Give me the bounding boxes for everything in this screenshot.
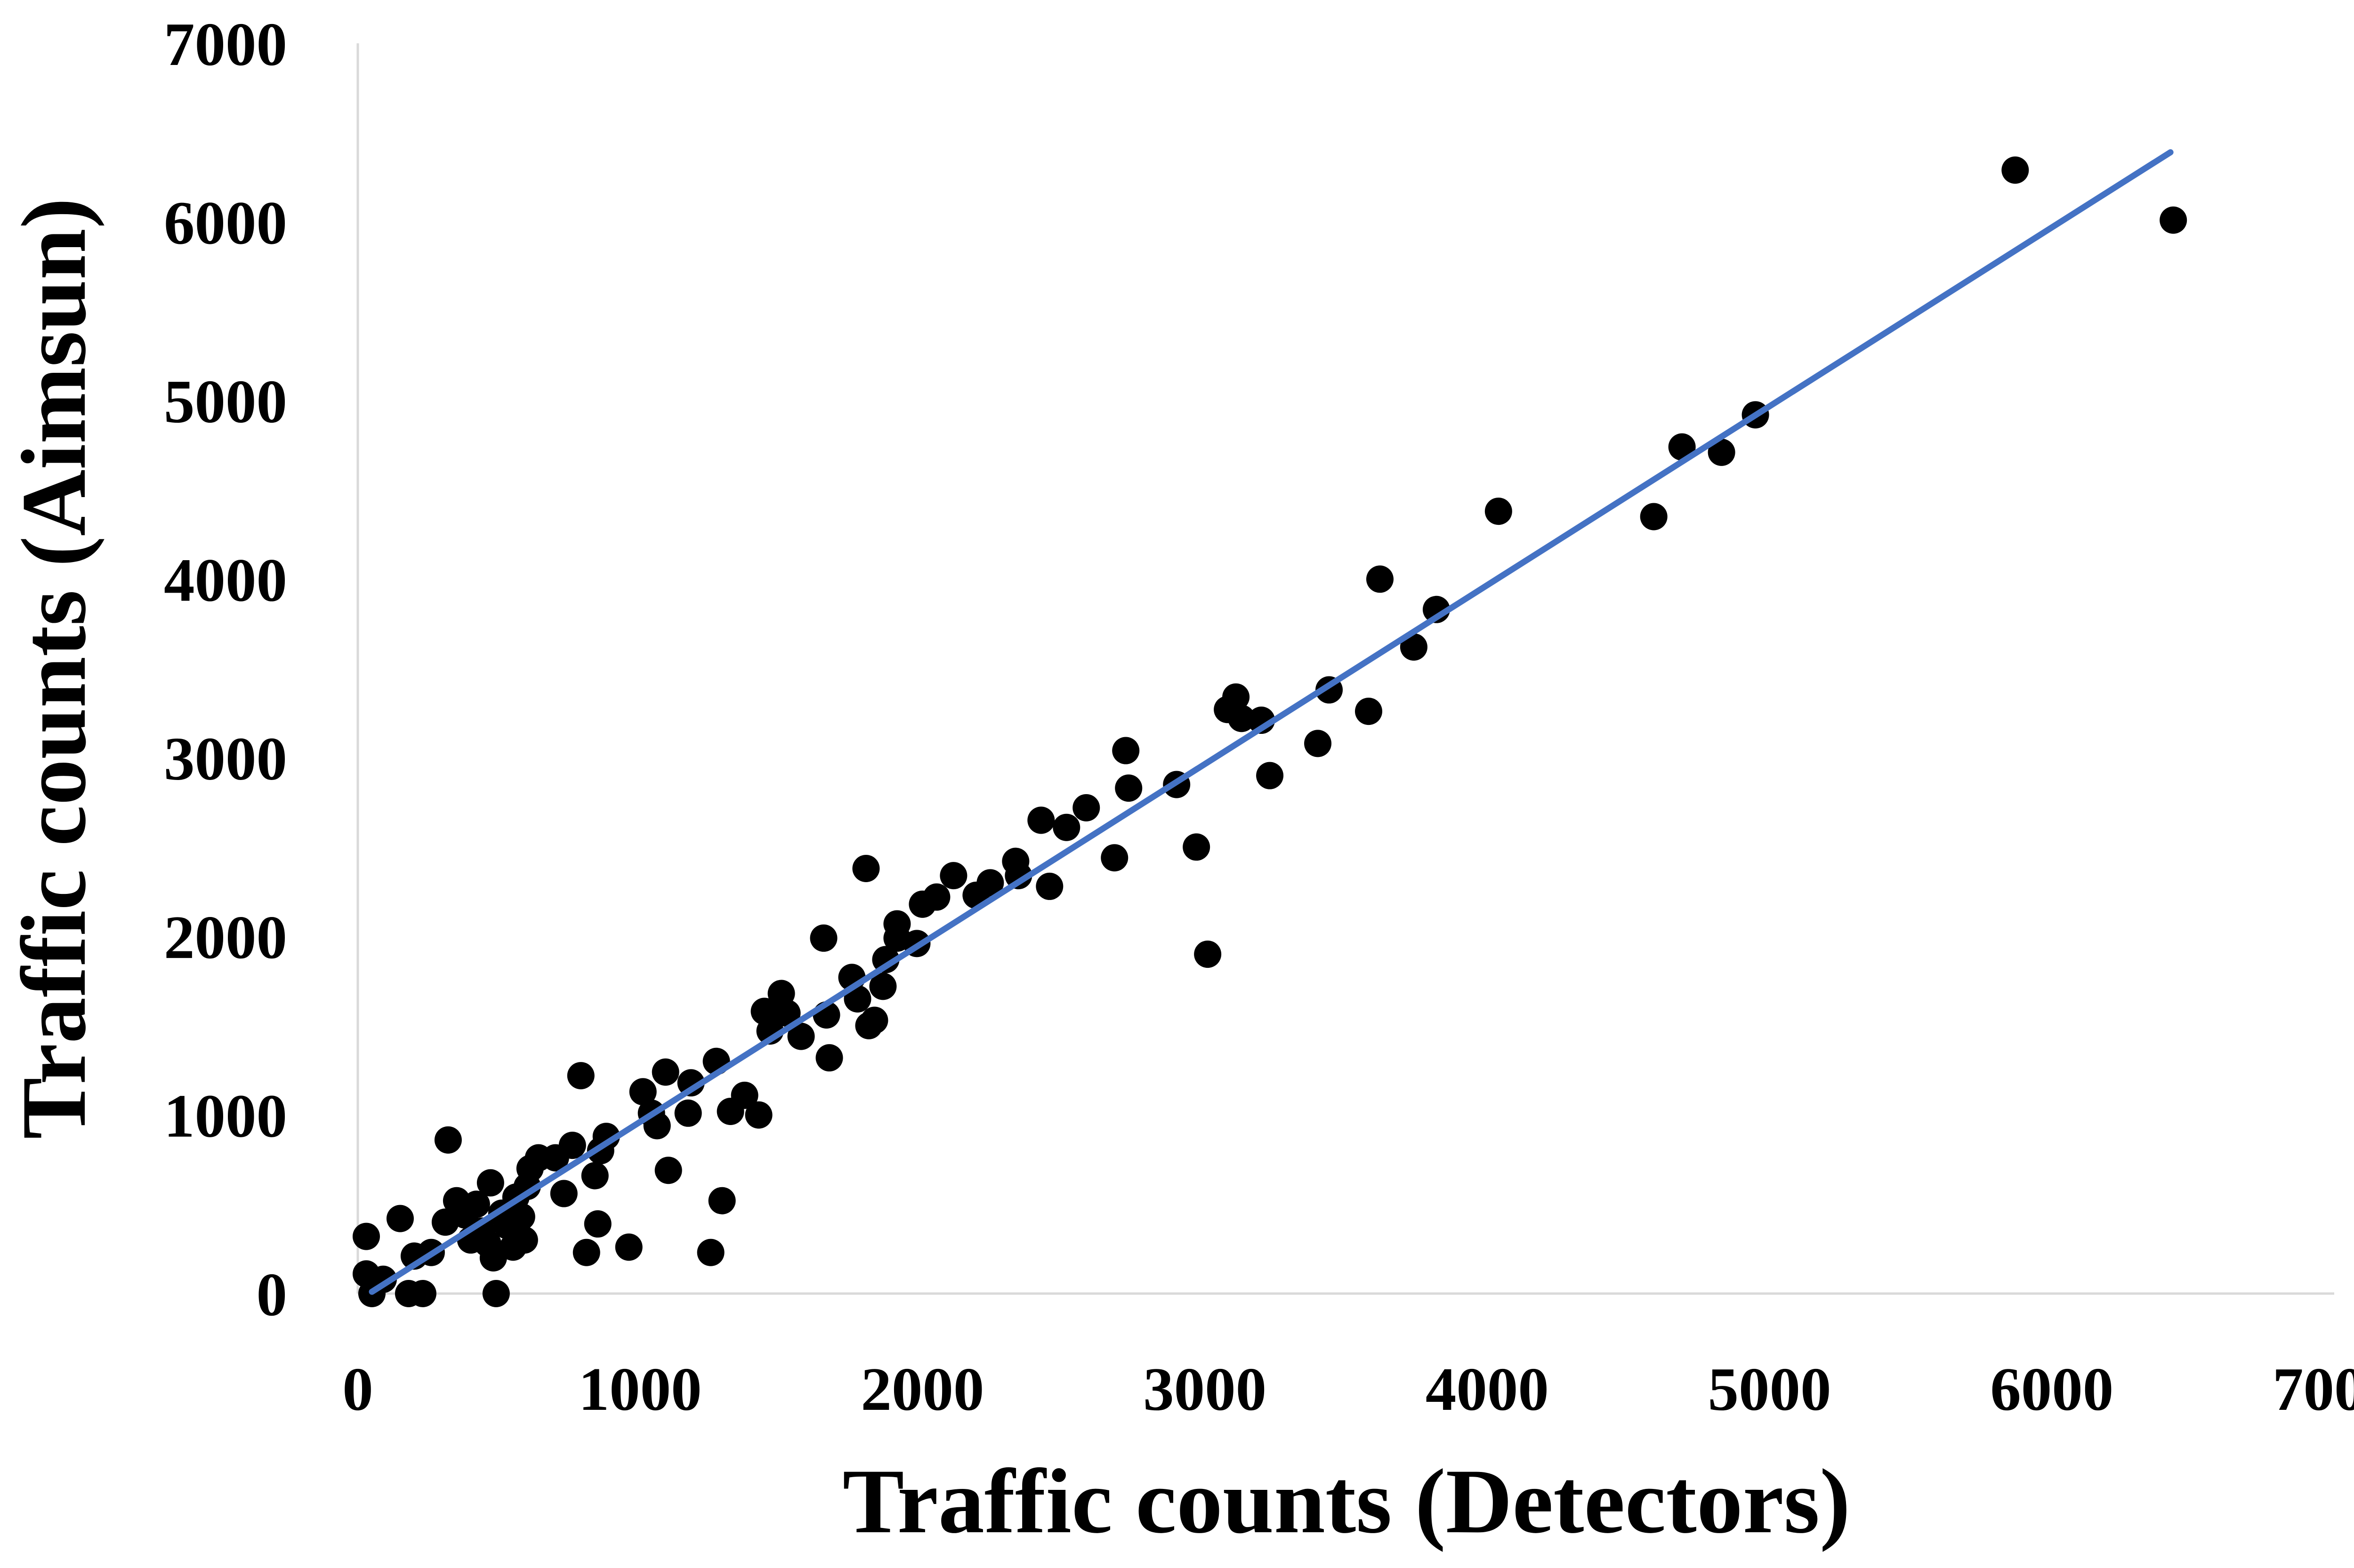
y-tick-label: 2000 [164,903,287,972]
data-point [1005,862,1032,890]
data-point [1256,762,1284,789]
data-points [352,156,2187,1307]
x-tick-label: 6000 [1990,1355,2113,1423]
data-point [872,946,900,973]
data-point [708,1187,736,1214]
y-tick-label: 1000 [164,1082,287,1150]
data-point [1304,730,1332,757]
x-tick-label: 2000 [861,1355,984,1423]
data-point [1354,698,1382,725]
data-point [883,910,911,938]
data-point [508,1203,535,1230]
trendline-layer [369,149,2174,1295]
data-point [629,1078,657,1106]
data-point [815,1044,843,1072]
data-point [476,1169,504,1197]
data-point [787,1022,815,1050]
y-tick-label: 0 [257,1261,288,1329]
data-point [352,1222,380,1250]
data-point [1112,737,1140,764]
data-point [745,1101,773,1129]
data-point [1228,705,1256,732]
data-point [550,1180,578,1207]
y-axis-title: Traffic counts (Aimsun) [3,198,105,1139]
data-point [510,1226,538,1254]
data-point [409,1280,436,1307]
data-point [2160,206,2187,234]
data-point [976,869,1004,897]
data-point [869,973,897,1000]
x-tick-label: 1000 [579,1355,702,1423]
data-point [1668,433,1696,461]
trendline [369,149,2174,1295]
data-point [773,999,801,1027]
data-point [584,1210,612,1238]
y-tick-label: 6000 [164,189,287,257]
data-point [1036,872,1064,900]
y-tick-labels: 0 1000 2000 3000 4000 5000 6000 7000 [164,10,287,1329]
data-point [1484,498,1512,525]
data-point [1072,794,1100,821]
data-point [615,1233,643,1261]
data-point [1027,806,1055,834]
data-point [1183,833,1210,861]
y-tick-label: 3000 [164,725,287,793]
y-tick-label: 5000 [164,368,287,436]
data-point [654,1157,682,1184]
data-point [572,1238,600,1266]
data-point [1366,565,1394,593]
data-point [1222,683,1250,711]
data-point [674,1099,702,1127]
data-point [677,1069,705,1097]
data-point [940,862,967,890]
data-point [2001,156,2029,184]
data-point [1640,503,1668,531]
data-point [567,1062,595,1090]
data-point [1708,438,1735,466]
data-point [861,1006,888,1034]
data-point [581,1162,609,1190]
data-point [1400,633,1427,661]
data-point [482,1280,510,1307]
data-point [434,1126,462,1154]
data-point [1101,844,1129,872]
x-axis-title: Traffic counts (Detectors) [843,1450,1851,1552]
data-point [652,1058,679,1086]
x-tick-label: 4000 [1426,1355,1549,1423]
data-point [592,1123,620,1150]
data-point [810,924,838,952]
data-point [697,1238,725,1266]
y-tick-label: 4000 [164,546,287,614]
data-point [386,1205,414,1232]
x-tick-labels: 0 1000 2000 3000 4000 5000 6000 7000 [342,1355,2354,1423]
y-tick-label: 7000 [164,10,287,79]
data-point [1115,774,1143,802]
data-point [1194,941,1222,968]
data-point [923,883,951,911]
x-tick-label: 5000 [1708,1355,1831,1423]
data-point [1053,813,1080,841]
data-point [558,1132,586,1159]
data-point [852,854,880,882]
axes [356,43,2334,1295]
data-point [462,1190,490,1218]
x-tick-label: 0 [342,1355,373,1423]
x-tick-label: 3000 [1143,1355,1266,1423]
data-point [731,1081,758,1109]
x-tick-label: 7000 [2273,1355,2354,1423]
